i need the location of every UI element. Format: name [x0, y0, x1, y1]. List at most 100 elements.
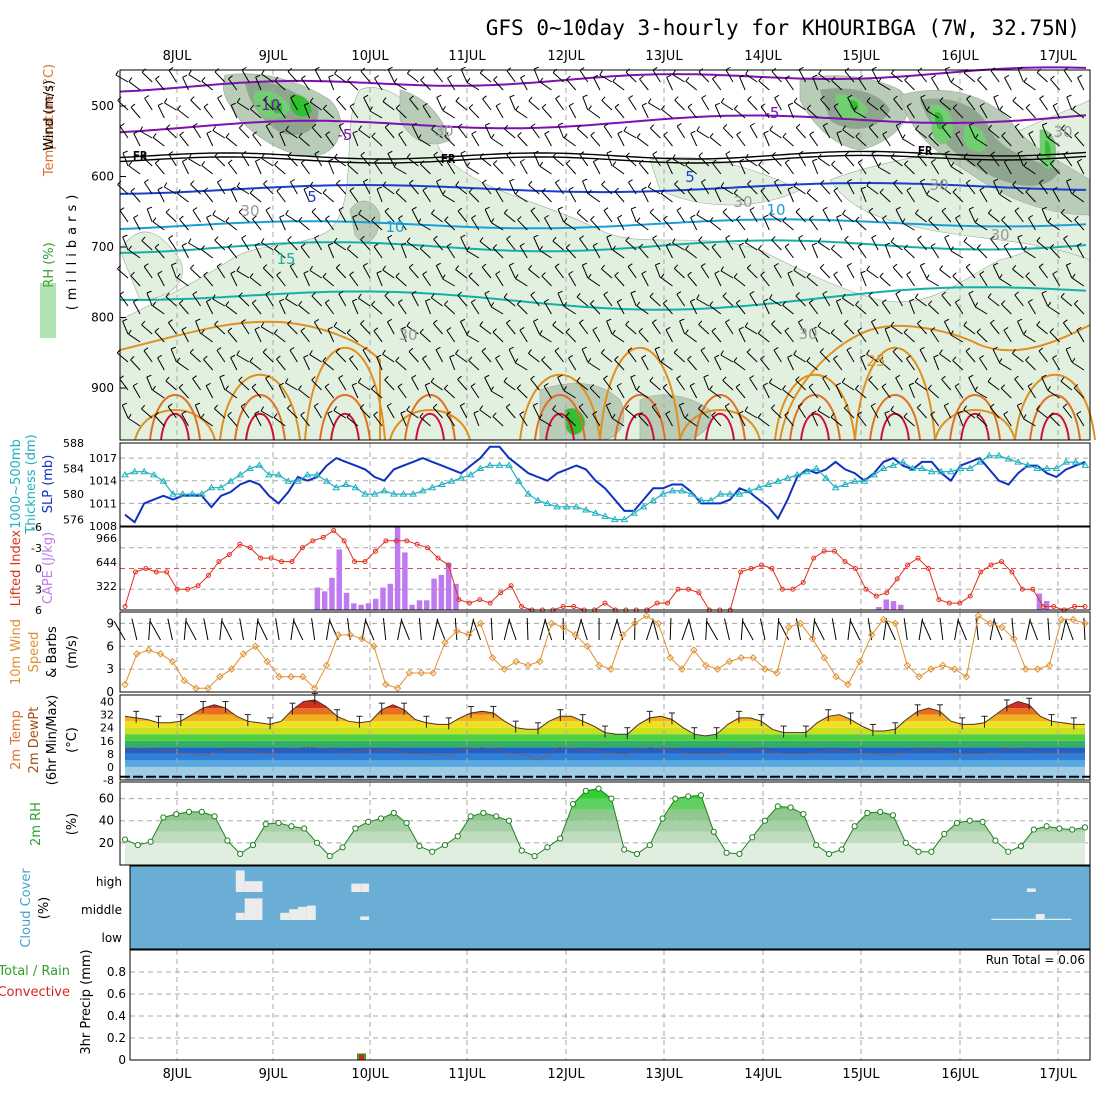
wind-barb — [641, 105, 649, 119]
wind-barb — [492, 247, 504, 259]
wind-barb-flag — [649, 292, 654, 297]
wind-barb-flag — [676, 123, 682, 127]
wind10m-barb — [921, 619, 932, 641]
lifted-index-point — [571, 604, 577, 610]
thickness-point — [1023, 461, 1032, 468]
wind-barb — [157, 357, 165, 371]
wind-barb-flag — [711, 327, 717, 332]
wind-barb-flag — [831, 160, 836, 165]
wind-barb-flag — [798, 234, 804, 239]
thickness-point — [1052, 464, 1061, 472]
wind-barb-flag — [822, 206, 828, 211]
wind-barb-flag — [1038, 347, 1044, 352]
thickness-point — [831, 483, 840, 491]
wind-barb-flag — [328, 158, 334, 162]
wind-barb-flag — [830, 244, 835, 250]
wind-barb — [212, 214, 226, 223]
rh2m-point — [953, 819, 961, 827]
wind-barb-flag — [287, 236, 292, 241]
cloud-bar — [1035, 914, 1045, 920]
wind-barb — [808, 302, 819, 315]
wind-barb-flag — [582, 94, 588, 98]
wind-barb — [612, 417, 625, 427]
wind-barb — [227, 330, 238, 343]
wind-barb — [724, 406, 734, 419]
wind-barb — [395, 276, 407, 287]
wind-barb — [165, 127, 177, 139]
wind-barb-flag — [866, 265, 871, 271]
wind-barb-flag — [541, 356, 546, 361]
wind-barb-flag — [744, 238, 749, 243]
wind-barb — [495, 105, 504, 119]
temp-contour-35 — [705, 412, 735, 441]
wind-barb-flag — [606, 150, 612, 154]
wind-barb-flag — [993, 262, 999, 266]
wind10m-speed-point — [322, 661, 331, 670]
wind-barb-flag — [749, 122, 755, 127]
wind-barb-flag — [189, 348, 194, 353]
wind-barb — [327, 329, 335, 343]
wind-barb — [955, 217, 964, 231]
thickness-point — [898, 458, 907, 465]
wind-barb-flag — [724, 403, 730, 407]
rh2m-point — [736, 850, 743, 858]
temp-contour-25 — [854, 346, 936, 441]
wind-barb-flag — [1004, 158, 1009, 163]
wind-barb-flag — [806, 188, 811, 194]
wind10m-speed-point — [251, 642, 260, 650]
wind10m-barb — [221, 620, 233, 641]
wind-barb — [236, 270, 250, 279]
wind-barb — [1076, 245, 1085, 259]
wind-barb — [468, 107, 480, 119]
cape-bar — [445, 562, 452, 610]
wind-barb-flag — [836, 130, 842, 134]
wind-barb-flag — [1049, 159, 1055, 164]
wind-barb — [993, 96, 1000, 111]
wind-barb — [882, 133, 891, 147]
wind-barb-flag — [882, 215, 887, 219]
wind-barb — [1039, 98, 1049, 111]
wind-barb-flag — [154, 159, 160, 164]
temp-contour-25 — [219, 373, 301, 441]
wind-barb — [884, 244, 891, 259]
wind-barb — [146, 292, 153, 307]
wind10m-speed-point — [121, 680, 129, 689]
wind-barb — [769, 298, 782, 307]
wind-barb — [265, 377, 274, 391]
wind-barb — [431, 128, 443, 139]
thickness-tick-label: 576 — [63, 514, 84, 527]
wind-barb-flag — [492, 244, 498, 249]
wind-barb — [587, 361, 601, 371]
wind-barb — [400, 244, 407, 259]
wind-barb — [965, 350, 976, 363]
wind-barb-flag — [322, 272, 327, 278]
wind-barb — [122, 320, 129, 335]
wind-barb — [1012, 184, 1024, 195]
wind-barb — [689, 301, 698, 315]
wind-barb-flag — [690, 214, 696, 218]
wind10m-barb — [185, 620, 197, 641]
wind-barb-flag — [303, 270, 309, 274]
wind-barb-flag — [382, 265, 387, 271]
wind-barb — [519, 329, 528, 343]
wind-barb — [593, 77, 601, 91]
rh2m-point — [249, 841, 257, 849]
wind-barb — [262, 351, 274, 363]
wind-barb-flag — [338, 206, 344, 211]
wind10m-speed-point — [310, 684, 319, 692]
wind-barb-flag — [793, 181, 798, 187]
wind-barb-flag — [833, 271, 839, 276]
wind-barb — [170, 264, 177, 279]
wind-barb — [471, 133, 480, 147]
wind-barb — [309, 101, 322, 111]
wind-barb — [418, 222, 431, 231]
wind-barb-flag — [992, 346, 998, 350]
lifted-index-point — [352, 559, 358, 565]
wind-barb — [255, 76, 262, 91]
wind-barb — [811, 244, 819, 259]
wind-barb-flag — [903, 328, 908, 333]
wind-barb — [563, 137, 576, 147]
wind-barb-flag — [133, 130, 139, 134]
wind-barb — [722, 211, 734, 223]
